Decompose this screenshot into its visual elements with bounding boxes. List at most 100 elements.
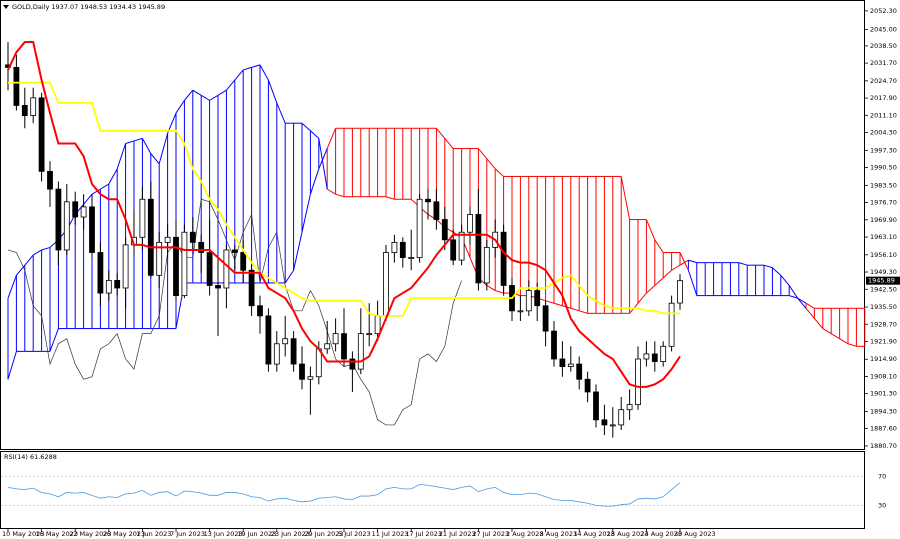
candle-body bbox=[89, 206, 95, 253]
span-a-segment bbox=[637, 292, 647, 304]
y-tick-label: 2004.30 bbox=[870, 129, 897, 137]
candle-body bbox=[173, 236, 179, 297]
span-a-segment bbox=[234, 69, 244, 81]
candle-body bbox=[47, 170, 53, 190]
candle-body bbox=[458, 231, 465, 261]
span-b-segment bbox=[805, 302, 815, 309]
span-a-segment bbox=[830, 333, 840, 340]
candle-body bbox=[383, 252, 389, 317]
candle-body bbox=[475, 214, 482, 284]
candle-body bbox=[425, 198, 431, 203]
candle-body bbox=[324, 343, 331, 350]
x-tick-label: 19 Jun 2023 bbox=[237, 530, 276, 538]
y-tick-label: 1894.30 bbox=[870, 407, 897, 415]
span-b-segment bbox=[797, 297, 807, 304]
candle-body bbox=[559, 358, 566, 367]
candle-body bbox=[265, 315, 272, 365]
span-a-segment bbox=[175, 100, 185, 114]
candle-body bbox=[240, 252, 247, 271]
x-tick-label: 27 Jul 2023 bbox=[472, 530, 509, 538]
y-tick-label: 2017.90 bbox=[870, 94, 897, 102]
span-a-segment bbox=[738, 262, 748, 266]
y-tick-label: 1880.70 bbox=[870, 442, 897, 450]
span-a-segment bbox=[805, 307, 815, 319]
span-a-segment bbox=[141, 138, 152, 154]
y-tick-label: 2038.50 bbox=[870, 42, 897, 50]
span-a-segment bbox=[184, 89, 194, 101]
header-icon bbox=[3, 5, 9, 9]
y-tick-label: 1949.30 bbox=[870, 268, 897, 276]
span-b-segment bbox=[789, 295, 798, 299]
main-panel bbox=[0, 0, 865, 450]
chart-header: GOLD,Daily 1937.07 1948.53 1934.43 1945.… bbox=[12, 3, 165, 11]
price-tag bbox=[866, 276, 900, 285]
candle-body bbox=[374, 315, 381, 335]
candle-body bbox=[164, 236, 171, 243]
x-tick-label: 2 Aug 2023 bbox=[506, 530, 544, 538]
candle-body bbox=[122, 244, 129, 289]
x-tick-label: 10 May 2023 bbox=[2, 530, 44, 538]
candle-body bbox=[551, 330, 557, 360]
span-b-segment bbox=[293, 232, 303, 271]
span-b-segment bbox=[7, 351, 17, 380]
span-a-segment bbox=[276, 102, 286, 124]
candle-body bbox=[349, 358, 356, 370]
y-tick-label: 30 bbox=[878, 501, 886, 509]
x-tick-label: 18 Aug 2023 bbox=[607, 530, 649, 538]
span-a-segment bbox=[133, 137, 143, 142]
span-b-segment bbox=[486, 158, 496, 170]
candle-body bbox=[215, 285, 221, 289]
span-a-segment bbox=[847, 343, 857, 347]
rsi-header: RSI(14) 61.6288 bbox=[4, 453, 57, 461]
span-a-segment bbox=[797, 297, 807, 309]
candle-body bbox=[635, 358, 641, 406]
span-a-segment bbox=[116, 143, 127, 169]
span-a-segment bbox=[335, 193, 345, 198]
candle-body bbox=[273, 343, 280, 365]
candle-body bbox=[189, 231, 196, 243]
span-a-segment bbox=[553, 302, 563, 307]
candle-body bbox=[534, 290, 541, 307]
y-tick-label: 1997.30 bbox=[870, 146, 897, 154]
span-a-segment bbox=[814, 318, 824, 329]
x-tick-label: 22 May 2023 bbox=[69, 530, 111, 538]
candle-body bbox=[609, 424, 616, 427]
candle-body bbox=[114, 279, 121, 289]
y-tick-label: 1942.50 bbox=[870, 285, 897, 293]
candle-body bbox=[677, 280, 683, 304]
candle-body bbox=[290, 338, 297, 365]
span-a-segment bbox=[158, 133, 169, 164]
span-b-segment bbox=[654, 239, 664, 253]
candle-body bbox=[13, 67, 20, 106]
span-a-segment bbox=[545, 300, 555, 304]
x-tick-label: 29 Jun 2023 bbox=[304, 530, 343, 538]
candle-body bbox=[450, 239, 457, 261]
candle-body bbox=[223, 249, 230, 289]
span-b-segment bbox=[284, 269, 295, 284]
x-tick-label: 17 Jul 2023 bbox=[405, 530, 442, 538]
candle-body bbox=[408, 257, 415, 259]
candle-body bbox=[500, 231, 507, 286]
candle-body bbox=[139, 198, 146, 238]
span-b-segment bbox=[645, 219, 656, 241]
span-a-segment bbox=[772, 267, 782, 276]
span-a-segment bbox=[83, 193, 93, 205]
span-a-segment bbox=[150, 153, 160, 165]
y-tick-label: 1963.10 bbox=[870, 233, 897, 241]
candle-body bbox=[55, 188, 62, 251]
candle-body bbox=[80, 206, 87, 218]
candle-body bbox=[391, 241, 398, 253]
y-tick-label: 2031.70 bbox=[870, 59, 897, 67]
x-tick-label: 24 Aug 2023 bbox=[640, 530, 682, 538]
span-a-segment bbox=[7, 275, 17, 299]
span-a-segment bbox=[251, 64, 261, 68]
y-tick-label: 1990.50 bbox=[870, 164, 897, 172]
y-tick-label: 1969.90 bbox=[870, 216, 897, 224]
y-tick-label: 1976.70 bbox=[870, 199, 897, 207]
candle-body bbox=[21, 105, 28, 116]
span-a-segment bbox=[310, 130, 320, 139]
candle-body bbox=[651, 353, 658, 362]
span-a-segment bbox=[200, 94, 210, 101]
candle-body bbox=[433, 201, 440, 220]
